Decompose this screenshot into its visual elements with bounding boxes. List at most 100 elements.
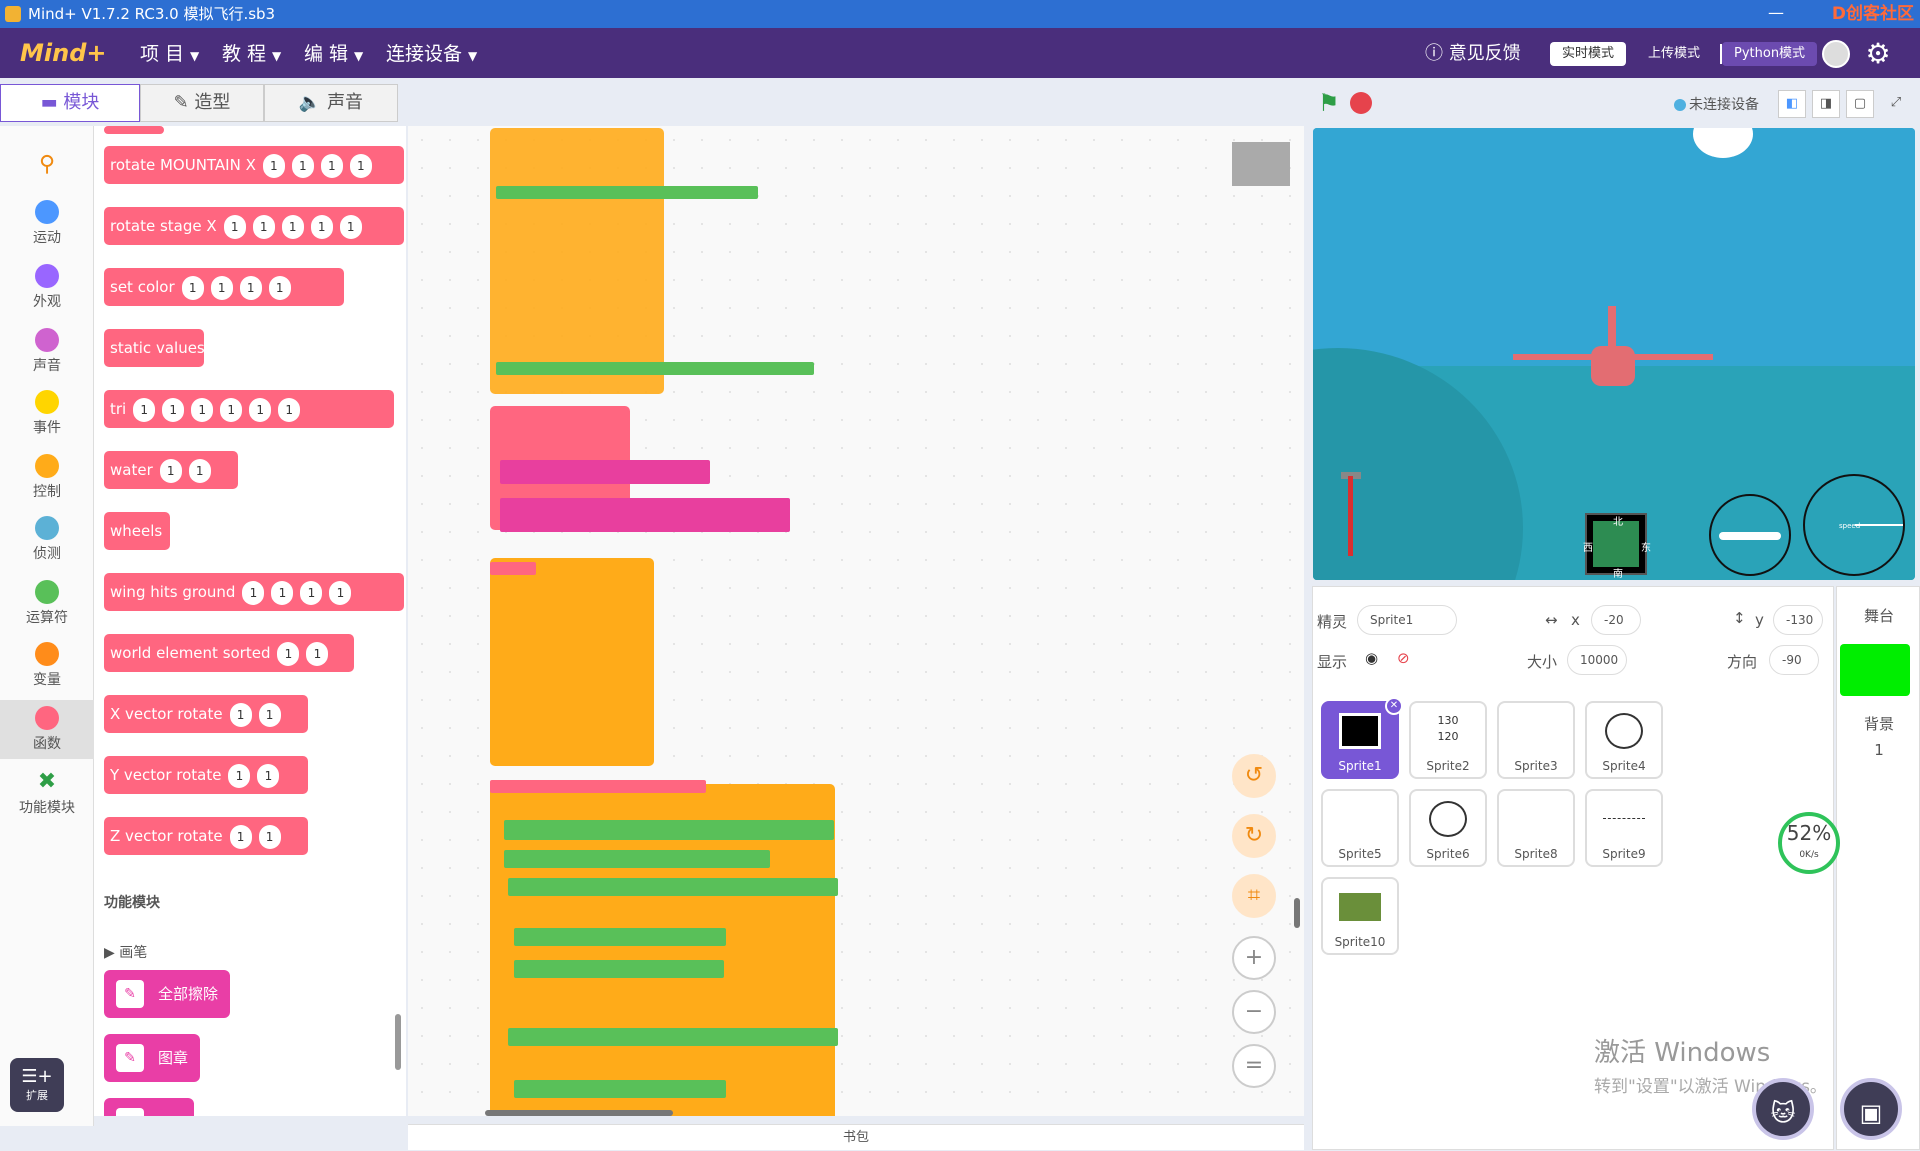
- code-block[interactable]: [504, 820, 834, 840]
- palette-block-partial[interactable]: [104, 126, 164, 134]
- palette-block-arg[interactable]: 1: [320, 153, 343, 178]
- backpack-bar[interactable]: 书包: [408, 1124, 1304, 1150]
- eye-hidden-icon[interactable]: ⊘: [1397, 649, 1410, 667]
- palette-block[interactable]: X vector rotate 1 1: [104, 695, 308, 733]
- palette-block-arg[interactable]: 1: [181, 275, 204, 300]
- category-sound[interactable]: 声音: [0, 328, 94, 375]
- palette-block-arg[interactable]: 1: [228, 763, 251, 788]
- choose-sprite-button[interactable]: 🐱: [1752, 1078, 1814, 1140]
- palette-block-arg[interactable]: 1: [278, 397, 301, 422]
- palette-block[interactable]: static values: [104, 329, 204, 367]
- palette-block-arg[interactable]: 1: [310, 214, 333, 239]
- palette-block-arg[interactable]: 1: [229, 824, 252, 849]
- pen-group-toggle[interactable]: ▶ 画笔: [104, 942, 147, 962]
- palette-block[interactable]: tri 1 1 1 1 1 1: [104, 390, 394, 428]
- undo-button[interactable]: ↺: [1232, 754, 1276, 798]
- crop-icon[interactable]: ⌗: [1232, 874, 1276, 918]
- palette-block-arg[interactable]: 1: [249, 397, 272, 422]
- gear-icon[interactable]: ⚙: [1865, 37, 1891, 70]
- category-variables[interactable]: 变量: [0, 642, 94, 689]
- sprite-tile[interactable]: Sprite9: [1585, 789, 1663, 867]
- palette-block[interactable]: set color 1 1 1 1: [104, 268, 344, 306]
- palette-block-arg[interactable]: 1: [349, 153, 372, 178]
- code-block[interactable]: [496, 186, 758, 199]
- code-block[interactable]: [496, 362, 814, 375]
- palette-block-arg[interactable]: 1: [223, 214, 246, 239]
- workspace-hscroll[interactable]: [485, 1110, 673, 1116]
- code-block[interactable]: [500, 498, 790, 532]
- sprite-tile[interactable]: Sprite6: [1409, 789, 1487, 867]
- eye-icon[interactable]: ◉: [1365, 649, 1379, 667]
- palette-block-arg[interactable]: 1: [277, 641, 300, 666]
- palette-block-arg[interactable]: 1: [271, 580, 294, 605]
- pen-block-partial[interactable]: ✎: [104, 1098, 194, 1116]
- menu-tutorial[interactable]: 教 程 ▼: [222, 42, 281, 66]
- code-block[interactable]: [490, 780, 706, 793]
- palette-block[interactable]: Y vector rotate 1 1: [104, 756, 308, 794]
- tab-costumes[interactable]: ✎ 造型: [140, 84, 264, 122]
- direction-input[interactable]: -90: [1769, 645, 1819, 675]
- palette-block-arg[interactable]: 1: [159, 458, 182, 483]
- zoom-out-button[interactable]: −: [1232, 990, 1276, 1034]
- extension-button[interactable]: ☰+ 扩展: [10, 1058, 64, 1112]
- palette-block-arg[interactable]: 1: [242, 580, 265, 605]
- category-functions[interactable]: 函数: [0, 700, 94, 759]
- palette-block-arg[interactable]: 1: [210, 275, 233, 300]
- palette-block-arg[interactable]: 1: [268, 275, 291, 300]
- palette-block-arg[interactable]: 1: [239, 275, 262, 300]
- x-input[interactable]: -20: [1591, 605, 1641, 635]
- pen-clear-block[interactable]: ✎ 全部擦除: [104, 970, 231, 1018]
- workspace-minimap[interactable]: [1232, 142, 1290, 186]
- y-input[interactable]: -130: [1773, 605, 1823, 635]
- stage-only-icon[interactable]: ▢: [1846, 90, 1874, 118]
- feedback-button[interactable]: ⓘ 意见反馈: [1425, 42, 1521, 66]
- pen-stamp-block[interactable]: ✎ 图章: [104, 1034, 201, 1082]
- category-motion[interactable]: 运动: [0, 200, 94, 247]
- large-stage-icon[interactable]: ◨: [1812, 90, 1840, 118]
- category-control[interactable]: 控制: [0, 454, 94, 501]
- palette-block-arg[interactable]: 1: [281, 214, 304, 239]
- fullscreen-icon[interactable]: ⤢: [1890, 95, 1902, 110]
- sprite-tile[interactable]: Sprite5: [1321, 789, 1399, 867]
- sprite-tile[interactable]: Sprite4: [1585, 701, 1663, 779]
- python-mode-button[interactable]: Python模式: [1722, 42, 1818, 66]
- palette-block-arg[interactable]: 1: [257, 763, 280, 788]
- category-looks[interactable]: 外观: [0, 264, 94, 311]
- search-icon[interactable]: ⚲: [38, 152, 56, 177]
- script-stack-1[interactable]: [490, 128, 664, 394]
- stage-thumbnail[interactable]: [1840, 644, 1910, 696]
- minimize-button[interactable]: —: [1768, 3, 1784, 22]
- redo-button[interactable]: ↻: [1232, 814, 1276, 858]
- palette-block-arg[interactable]: 1: [220, 397, 243, 422]
- palette-block-arg[interactable]: 1: [191, 397, 214, 422]
- zoom-in-button[interactable]: +: [1232, 936, 1276, 980]
- user-avatar[interactable]: [1822, 40, 1850, 68]
- palette-block-arg[interactable]: 1: [229, 702, 252, 727]
- palette-block-arg[interactable]: 1: [252, 214, 275, 239]
- code-block[interactable]: [508, 878, 838, 896]
- code-block[interactable]: [500, 460, 710, 484]
- code-block[interactable]: [514, 1080, 726, 1098]
- stage-canvas[interactable]: 北 南 西 东 speed: [1313, 128, 1915, 580]
- palette-block-arg[interactable]: 1: [188, 458, 211, 483]
- menu-project[interactable]: 项 目 ▼: [140, 42, 199, 66]
- green-flag-icon[interactable]: ⚑: [1318, 89, 1340, 117]
- palette-block-arg[interactable]: 1: [300, 580, 323, 605]
- tab-blocks[interactable]: ▬ 模块: [0, 84, 140, 122]
- palette-block[interactable]: wheels: [104, 512, 170, 550]
- sprite-tile[interactable]: Sprite3: [1497, 701, 1575, 779]
- palette-block[interactable]: Z vector rotate 1 1: [104, 817, 308, 855]
- upload-mode-button[interactable]: 上传模式: [1648, 46, 1701, 61]
- palette-block-arg[interactable]: 1: [339, 214, 362, 239]
- palette-block[interactable]: wing hits ground 1 1 1 1: [104, 573, 404, 611]
- size-input[interactable]: 10000: [1567, 645, 1627, 675]
- zoom-reset-button[interactable]: =: [1232, 1044, 1276, 1088]
- menu-edit[interactable]: 编 辑 ▼: [304, 42, 363, 66]
- code-block[interactable]: [490, 562, 536, 575]
- palette-block-arg[interactable]: 1: [262, 153, 285, 178]
- workspace-vscroll[interactable]: [1294, 898, 1300, 928]
- palette-block-arg[interactable]: 1: [291, 153, 314, 178]
- category-sensing[interactable]: 侦测: [0, 516, 94, 563]
